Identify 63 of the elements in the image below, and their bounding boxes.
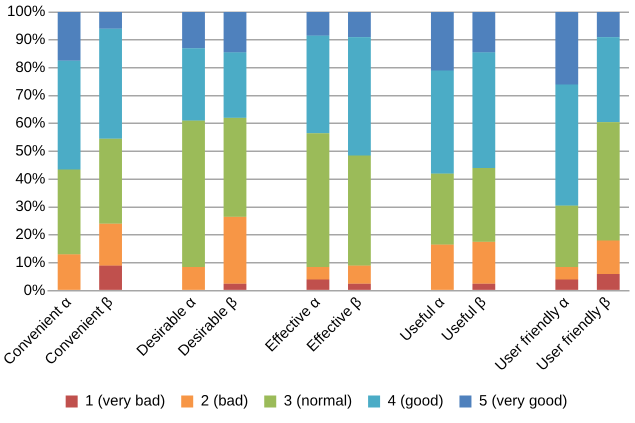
bar bbox=[596, 122, 620, 240]
bar bbox=[596, 12, 620, 38]
y-tick-label: 50% bbox=[15, 142, 46, 160]
y-tick-label: 90% bbox=[15, 31, 46, 48]
bar bbox=[306, 12, 330, 36]
bar bbox=[182, 266, 205, 290]
legend-label: 5 (very good) bbox=[478, 392, 568, 410]
bar bbox=[224, 284, 246, 290]
bar bbox=[306, 133, 330, 267]
bar bbox=[472, 284, 496, 290]
legend-label: 4 (good) bbox=[388, 392, 444, 410]
bar bbox=[348, 284, 371, 290]
bar bbox=[224, 12, 246, 52]
bar bbox=[306, 36, 330, 134]
bar bbox=[472, 242, 496, 284]
bar bbox=[596, 37, 620, 122]
bar bbox=[596, 240, 620, 274]
bar bbox=[555, 266, 578, 280]
bar bbox=[472, 12, 496, 52]
y-tick-label: 60% bbox=[15, 114, 46, 132]
bar bbox=[555, 12, 578, 84]
bar bbox=[306, 280, 330, 290]
bar bbox=[99, 12, 122, 29]
bar bbox=[224, 52, 246, 118]
bar bbox=[555, 84, 578, 206]
bar bbox=[99, 28, 122, 139]
bar bbox=[99, 138, 122, 224]
bar bbox=[58, 254, 81, 290]
bar bbox=[596, 274, 620, 290]
bar bbox=[58, 12, 81, 61]
bar bbox=[224, 118, 246, 217]
bar bbox=[555, 206, 578, 267]
y-tick-label: 100% bbox=[6, 3, 46, 20]
legend-label: 2 (bad) bbox=[200, 392, 248, 410]
bar bbox=[472, 168, 496, 242]
bar bbox=[555, 280, 578, 290]
y-tick-label: 30% bbox=[15, 198, 46, 216]
bar bbox=[348, 37, 371, 156]
bar bbox=[224, 216, 246, 284]
bar bbox=[306, 266, 330, 280]
bar bbox=[58, 169, 81, 254]
legend-label: 1 (very bad) bbox=[85, 392, 166, 410]
y-tick-label: 70% bbox=[15, 86, 46, 104]
bar bbox=[430, 244, 454, 290]
bar bbox=[182, 12, 205, 48]
y-tick-label: 0% bbox=[24, 282, 46, 299]
y-tick-label: 40% bbox=[15, 170, 46, 188]
bar bbox=[182, 120, 205, 267]
bar bbox=[348, 156, 371, 266]
legend-label: 3 (normal) bbox=[284, 392, 352, 410]
bar bbox=[430, 174, 454, 245]
bar bbox=[348, 12, 371, 38]
bar bbox=[99, 266, 122, 290]
bar bbox=[182, 48, 205, 121]
bar bbox=[472, 52, 496, 168]
y-tick-label: 10% bbox=[15, 254, 46, 271]
bar bbox=[430, 12, 454, 71]
y-tick-label: 80% bbox=[15, 58, 46, 76]
bar bbox=[348, 266, 371, 284]
bar bbox=[99, 224, 122, 266]
bar bbox=[430, 70, 454, 174]
bar bbox=[58, 60, 81, 170]
y-tick-label: 20% bbox=[15, 226, 46, 244]
